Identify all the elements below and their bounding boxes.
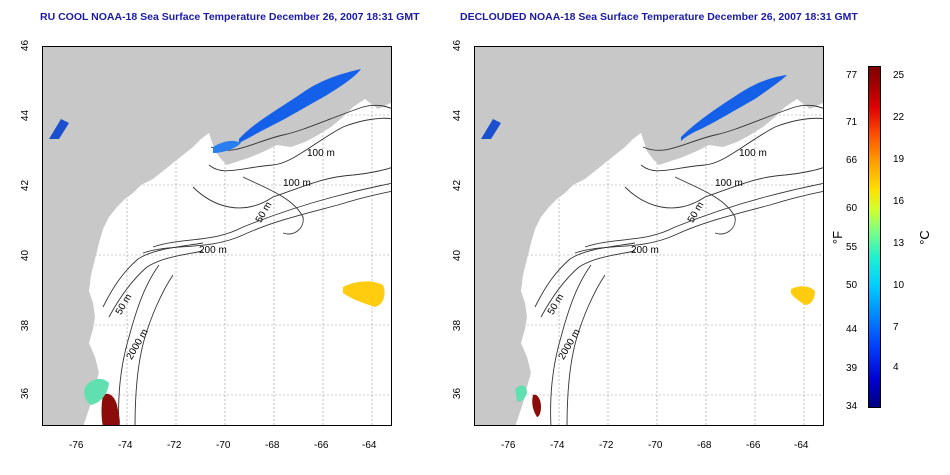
sst-cold-patch-2 [213,140,241,153]
contour-label-100m-2: 100 m [283,178,311,189]
colorbar-c-tick: 13 [893,238,905,249]
colorbar-f-tick: 60 [846,203,858,214]
right-sst-map: 100 m 100 m 50 m 200 m 50 m 2000 m [474,46,824,426]
nova-scotia [289,65,391,137]
sst-gulf-stream [343,281,385,307]
unit-celsius: °C [916,230,932,245]
right-lat-40: 40 [452,249,464,262]
colorbar-c-tick: 10 [893,280,905,291]
colorbar-c-tick: 22 [893,112,905,123]
colorbar-f-tick: 55 [846,242,858,253]
land-mass [475,47,823,425]
colorbar-f-tick: 44 [846,324,858,335]
right-map-graphic [475,47,823,425]
sst-cape-hatteras-warm [101,393,120,425]
left-lon-72: -72 [167,440,182,451]
sst-cape-hatteras-cool [84,378,109,405]
sst-maine-coast [481,119,501,139]
contour-label-200m: 200 m [199,245,227,256]
nova-scotia [721,65,823,137]
left-lon-76: -76 [69,440,84,451]
sst-cold-patch [681,75,787,141]
unit-fahrenheit: °F [830,230,846,245]
sst-cape-hatteras-warm [532,394,541,417]
left-lon-64: -64 [362,440,377,451]
right-map-title: DECLOUDED NOAA-18 Sea Surface Temperatur… [460,11,858,23]
contour-label-100m: 100 m [739,148,767,159]
sst-maine-coast [49,119,69,139]
left-lon-74: -74 [118,440,133,451]
contour-label-100m-2: 100 m [715,178,743,189]
sst-cape-hatteras-cool [515,385,527,402]
right-lat-42: 42 [452,179,464,192]
colorbar-f-tick: 71 [846,117,858,128]
sst-gulf-stream [791,286,815,305]
left-grid [43,47,391,425]
right-lon-72: -72 [599,440,614,451]
contour-label-100m: 100 m [307,148,335,159]
left-lat-42: 42 [20,179,32,192]
left-lat-38: 38 [20,319,32,332]
sst-cold-patch [239,69,361,143]
left-lat-46: 46 [20,39,32,52]
colorbar-c-tick: 25 [893,70,905,81]
left-lon-66: -66 [314,440,329,451]
right-lon-64: -64 [794,440,809,451]
right-lon-76: -76 [501,440,516,451]
colorbar-f-tick: 34 [846,401,858,412]
left-lat-36: 36 [20,387,32,400]
right-lon-74: -74 [550,440,565,451]
right-lat-46: 46 [452,39,464,52]
colorbar-f-tick: 39 [846,363,858,374]
right-lon-70: -70 [648,440,663,451]
left-map-graphic [43,47,391,425]
contour-label-200m: 200 m [631,245,659,256]
right-lat-38: 38 [452,319,464,332]
land-mass [43,47,391,425]
right-lon-68: -68 [697,440,712,451]
right-lon-66: -66 [746,440,761,451]
colorbar-c-tick: 4 [893,362,899,373]
left-lat-44: 44 [20,109,32,122]
colorbar-c-tick: 16 [893,196,905,207]
right-lat-44: 44 [452,109,464,122]
left-lat-40: 40 [20,249,32,262]
temperature-colorbar [868,66,881,408]
colorbar-f-tick: 66 [846,155,858,166]
left-lon-68: -68 [265,440,280,451]
bathymetry-contours [102,104,391,425]
left-map-title: RU COOL NOAA-18 Sea Surface Temperature … [40,11,420,23]
colorbar-f-tick: 50 [846,280,858,291]
colorbar-f-tick: 77 [846,70,858,81]
left-sst-map: 100 m 100 m 50 m 200 m 50 m 2000 m [42,46,392,426]
colorbar-c-tick: 7 [893,322,899,333]
left-lon-70: -70 [216,440,231,451]
right-lat-36: 36 [452,387,464,400]
colorbar-c-tick: 19 [893,154,905,165]
bathymetry-contours [534,104,823,425]
